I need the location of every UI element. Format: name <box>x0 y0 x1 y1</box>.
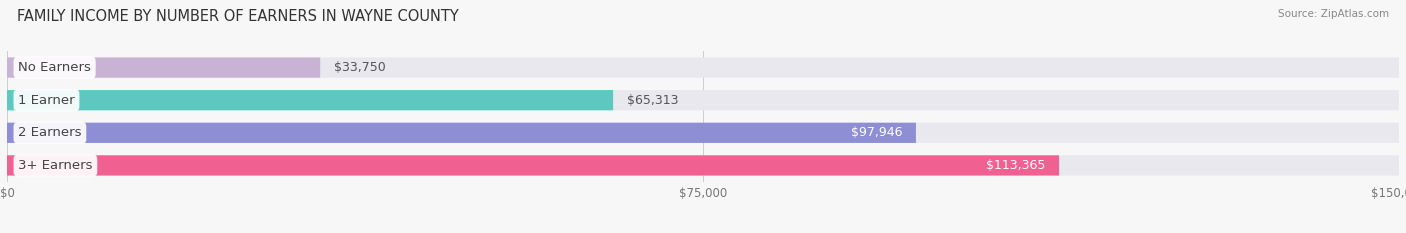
Text: 3+ Earners: 3+ Earners <box>18 159 93 172</box>
Text: Source: ZipAtlas.com: Source: ZipAtlas.com <box>1278 9 1389 19</box>
Text: 2 Earners: 2 Earners <box>18 126 82 139</box>
Text: $97,946: $97,946 <box>851 126 903 139</box>
FancyBboxPatch shape <box>7 90 1399 110</box>
Text: $113,365: $113,365 <box>986 159 1045 172</box>
Text: $65,313: $65,313 <box>627 94 679 107</box>
FancyBboxPatch shape <box>7 155 1059 175</box>
FancyBboxPatch shape <box>7 123 1399 143</box>
Text: FAMILY INCOME BY NUMBER OF EARNERS IN WAYNE COUNTY: FAMILY INCOME BY NUMBER OF EARNERS IN WA… <box>17 9 458 24</box>
FancyBboxPatch shape <box>7 58 321 78</box>
FancyBboxPatch shape <box>7 58 1399 78</box>
FancyBboxPatch shape <box>7 90 613 110</box>
FancyBboxPatch shape <box>7 123 915 143</box>
Text: $33,750: $33,750 <box>335 61 385 74</box>
Text: No Earners: No Earners <box>18 61 91 74</box>
Text: 1 Earner: 1 Earner <box>18 94 75 107</box>
FancyBboxPatch shape <box>7 155 1399 175</box>
